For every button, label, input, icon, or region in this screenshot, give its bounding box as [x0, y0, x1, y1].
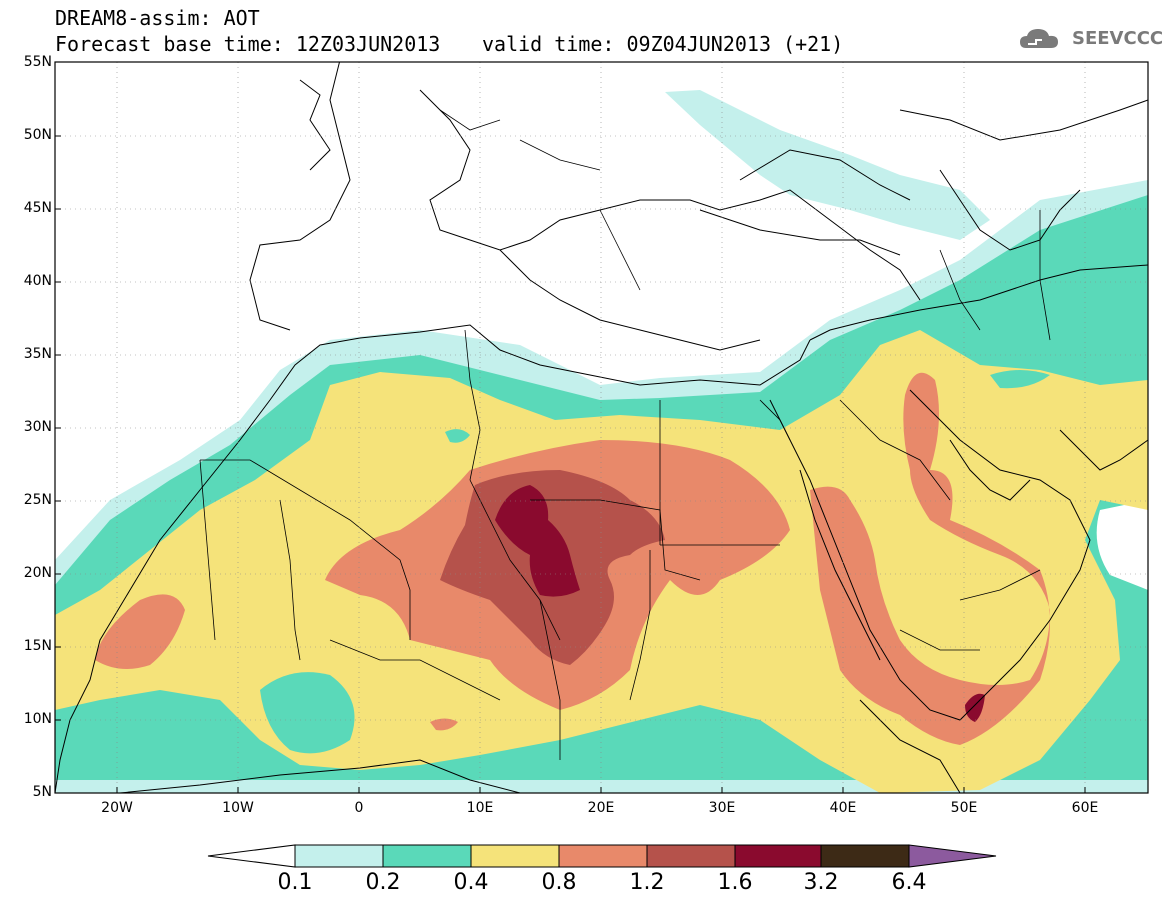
lat-label: 50N: [23, 127, 52, 143]
colorbar-bin-0.2: [382, 844, 472, 868]
lon-label: 30E: [708, 800, 736, 816]
gridlines: [55, 62, 1148, 793]
map-title: DREAM8-assim: AOT: [55, 6, 260, 30]
logo-text: SEEVCCC: [1072, 28, 1164, 49]
coastlines: [55, 62, 1148, 793]
lat-label: 10N: [23, 711, 52, 727]
contour-level-1.6: [495, 485, 985, 722]
lat-label: 30N: [23, 419, 52, 435]
colorbar-label: 0.4: [453, 870, 489, 895]
colorbar-label: 0.8: [541, 870, 577, 895]
lat-label: 5N: [32, 784, 52, 800]
lon-label: 40E: [829, 800, 857, 816]
lat-label: 35N: [23, 346, 52, 362]
axis-ticks: [55, 61, 1086, 794]
lon-label: 10W: [222, 800, 254, 816]
country-borders: [199, 109, 1051, 760]
colorbar-bin-0.4: [470, 844, 560, 868]
lon-label: 60E: [1071, 800, 1099, 816]
lon-label: 10E: [466, 800, 494, 816]
colorbar-label: 6.4: [891, 870, 927, 895]
lat-label: 40N: [23, 273, 52, 289]
colorbar: [207, 844, 997, 868]
colorbar-bin-1.6: [734, 844, 822, 868]
colorbar-label: 0.1: [277, 870, 313, 895]
colorbar-underflow: [207, 844, 296, 868]
lon-label: 0: [354, 800, 364, 816]
aot-contours: [55, 62, 1148, 793]
colorbar-label: 1.2: [629, 870, 665, 895]
cloud-logo-icon: [1020, 29, 1058, 48]
forecast-base-time: Forecast base time: 12Z03JUN2013: [55, 32, 441, 56]
valid-time: valid time: 09Z04JUN2013 (+21): [482, 32, 844, 56]
colorbar-bin-3.2: [820, 844, 910, 868]
colorbar-bin-0.1: [294, 844, 384, 868]
lon-label: 20E: [587, 800, 615, 816]
colorbar-label: 0.2: [365, 870, 401, 895]
lon-label: 50E: [950, 800, 978, 816]
colorbar-label: 1.6: [717, 870, 753, 895]
colorbar-bin-1.2: [646, 844, 736, 868]
lat-label: 20N: [23, 565, 52, 581]
lat-label: 55N: [23, 54, 52, 70]
lat-label: 25N: [23, 492, 52, 508]
lat-label: 45N: [23, 200, 52, 216]
colorbar-overflow: [908, 844, 997, 868]
lon-label: 20W: [101, 800, 133, 816]
colorbar-label: 3.2: [803, 870, 839, 895]
colorbar-bin-0.8: [558, 844, 648, 868]
lat-label: 15N: [23, 638, 52, 654]
